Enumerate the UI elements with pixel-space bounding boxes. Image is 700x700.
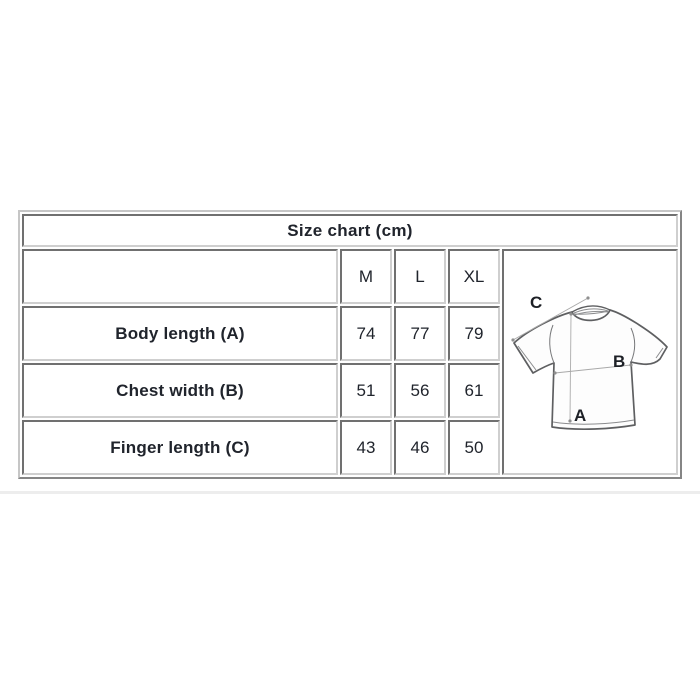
value-finger-length-l: 46 (394, 420, 446, 475)
empty-header-cell (22, 249, 338, 304)
column-header-m: M (340, 249, 392, 304)
measure-line-b (554, 364, 632, 374)
tshirt-diagram-cell: A B C (502, 249, 679, 475)
table-row-finger-length: Finger length (C) 43 46 50 (22, 420, 678, 475)
column-header-xl: XL (448, 249, 500, 304)
title-row: Size chart (cm) (22, 214, 679, 247)
value-chest-width-m: 51 (340, 363, 392, 418)
value-body-length-xl: 79 (448, 306, 500, 361)
row-label-finger-length: Finger length (C) (22, 420, 338, 475)
table-row-body-length: Body length (A) 74 77 79 (22, 306, 678, 361)
measurement-label-a: A (574, 406, 586, 425)
column-header-l: L (394, 249, 446, 304)
table-row-chest-width: Chest width (B) 51 56 61 (22, 363, 678, 418)
value-body-length-l: 77 (394, 306, 446, 361)
value-chest-width-xl: 61 (448, 363, 500, 418)
measurement-label-b: B (613, 352, 625, 371)
measure-line-c (512, 297, 589, 341)
measure-line-a (569, 313, 572, 422)
measurement-label-c: C (530, 293, 542, 312)
value-finger-length-m: 43 (340, 420, 392, 475)
row-label-body-length: Body length (A) (22, 306, 338, 361)
size-chart-title: Size chart (cm) (22, 214, 679, 247)
value-body-length-m: 74 (340, 306, 392, 361)
size-chart-table: Size chart (cm) M L XL (18, 210, 683, 479)
row-label-chest-width: Chest width (B) (22, 363, 338, 418)
value-finger-length-xl: 50 (448, 420, 500, 475)
value-chest-width-l: 56 (394, 363, 446, 418)
tshirt-outline-icon: A B C (511, 293, 668, 431)
header-row: M L XL (22, 249, 679, 475)
page-divider-line (0, 491, 700, 494)
